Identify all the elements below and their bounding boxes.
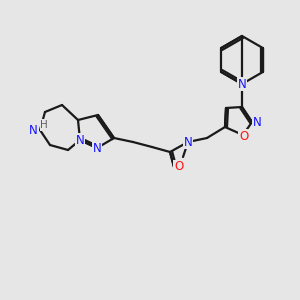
Text: N: N bbox=[238, 77, 246, 91]
Text: N: N bbox=[29, 124, 38, 136]
Text: N: N bbox=[184, 136, 192, 148]
Text: O: O bbox=[239, 130, 249, 142]
Text: H: H bbox=[40, 120, 48, 130]
Text: N: N bbox=[253, 116, 261, 128]
Text: N: N bbox=[76, 134, 84, 146]
Text: O: O bbox=[174, 160, 184, 173]
Text: N: N bbox=[93, 142, 101, 154]
